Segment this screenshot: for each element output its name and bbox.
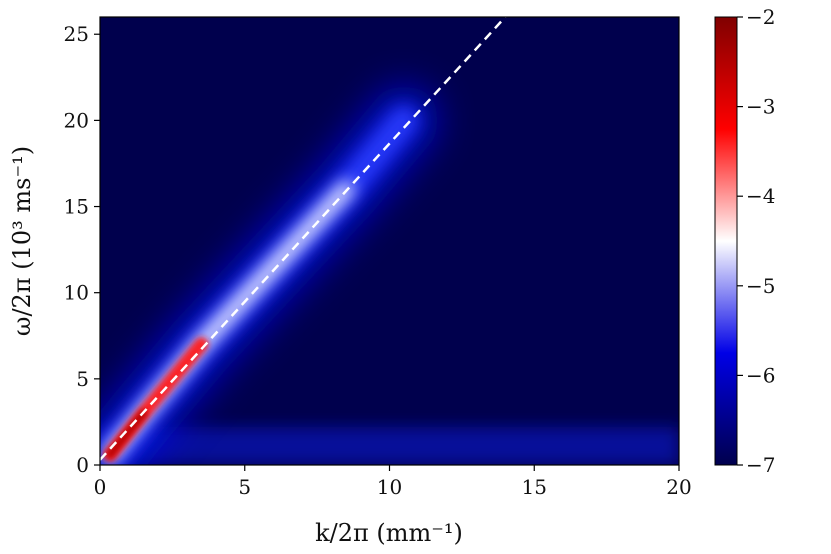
- colorbar-ticks: −7 −6 −5 −4 −3 −2: [737, 5, 775, 477]
- x-tick-label: 5: [238, 475, 251, 499]
- x-tick-label: 10: [377, 475, 402, 499]
- x-tick-label: 15: [522, 475, 547, 499]
- x-tick-label: 0: [94, 475, 107, 499]
- colorbar-tick-label: −4: [746, 184, 775, 208]
- colorbar-tick-label: −3: [746, 95, 775, 119]
- dispersion-dashed-line: [100, 17, 507, 461]
- y-tick-label: 20: [64, 108, 89, 132]
- ridge-core-darkred: [106, 409, 148, 459]
- low-frequency-band: [100, 427, 679, 465]
- colorbar-tick-label: −5: [746, 274, 775, 298]
- colorbar: [714, 16, 738, 466]
- y-tick-label: 5: [76, 367, 89, 391]
- y-axis: 0 5 10 15 20 25: [64, 22, 100, 477]
- colorbar-tick-label: −7: [746, 453, 775, 477]
- y-tick-label: 15: [64, 195, 89, 219]
- y-axis-label: ω/2π (10³ ms⁻¹): [8, 146, 36, 336]
- y-tick-label: 10: [64, 281, 89, 305]
- colorbar-tick-label: −6: [746, 363, 775, 387]
- colorbar-tick-label: −2: [746, 5, 775, 29]
- y-tick-label: 25: [64, 22, 89, 46]
- x-axis: 0 5 10 15 20: [94, 465, 692, 499]
- heatmap-intensity: [100, 85, 679, 465]
- y-tick-label: 0: [76, 453, 89, 477]
- x-tick-label: 20: [666, 475, 691, 499]
- x-axis-label: k/2π (mm⁻¹): [315, 519, 463, 547]
